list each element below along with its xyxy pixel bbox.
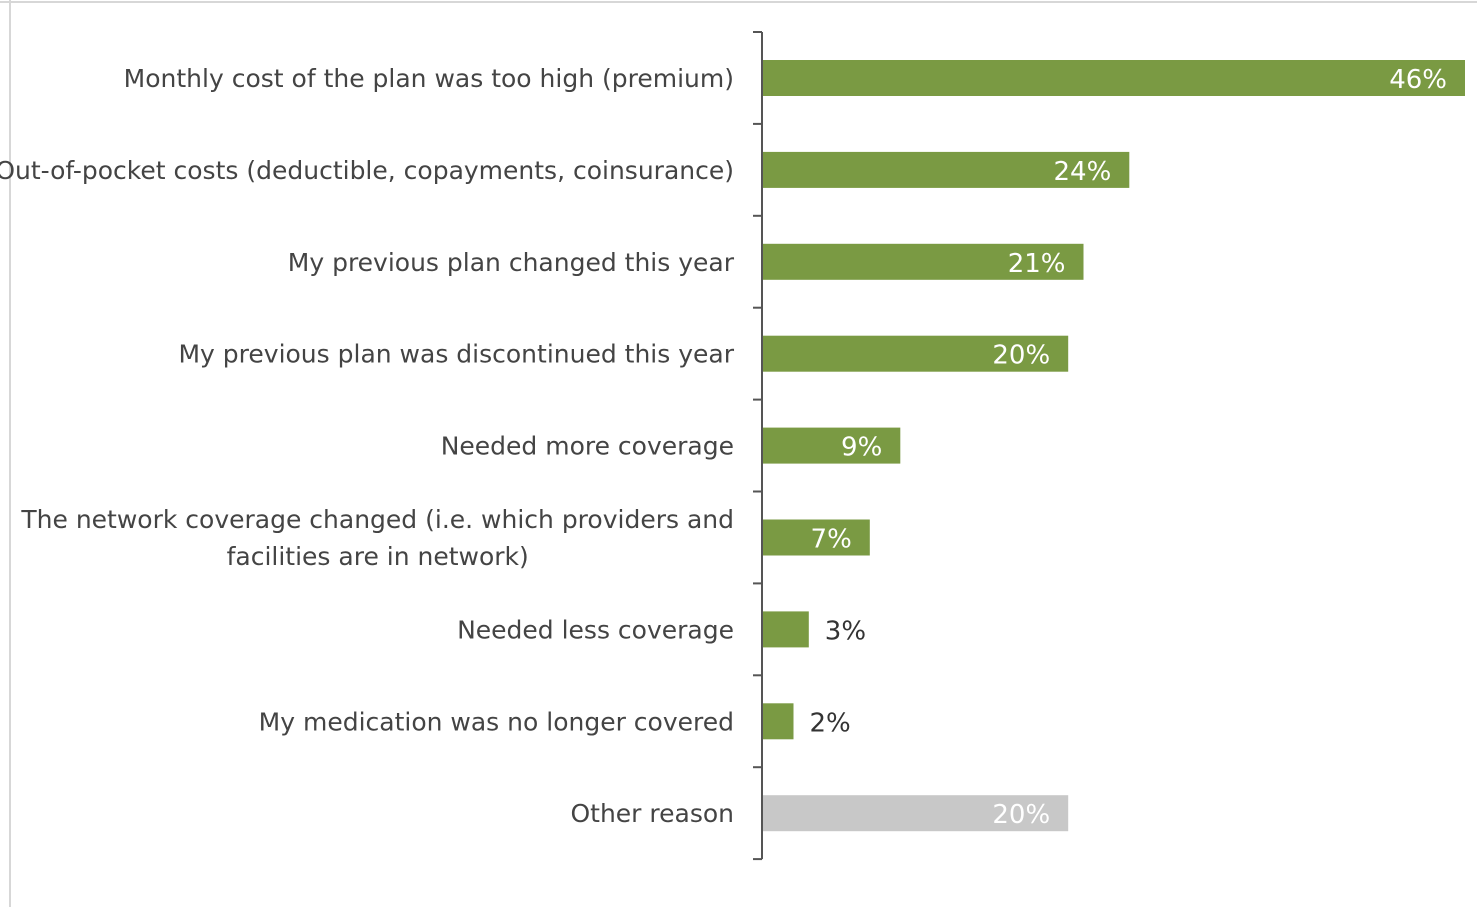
value-label: 21% bbox=[1008, 249, 1066, 279]
bar bbox=[763, 795, 1069, 832]
bar bbox=[763, 611, 809, 648]
category-labels-group: Monthly cost of the plan was too high (p… bbox=[0, 64, 735, 828]
bar bbox=[763, 335, 1069, 372]
category-label: Out-of-pocket costs (deductible, copayme… bbox=[0, 156, 734, 185]
bars-group bbox=[763, 60, 1465, 832]
value-label: 7% bbox=[811, 525, 852, 555]
bar bbox=[763, 519, 870, 556]
bar bbox=[763, 60, 1465, 96]
value-label: 46% bbox=[1389, 65, 1447, 95]
category-label: Needed more coverage bbox=[441, 432, 734, 461]
category-label: My medication was no longer covered bbox=[259, 707, 734, 736]
value-label: 20% bbox=[992, 800, 1050, 830]
bar bbox=[763, 703, 794, 740]
bar bbox=[763, 427, 901, 464]
value-label: 24% bbox=[1054, 157, 1112, 187]
category-label: My previous plan changed this year bbox=[288, 248, 735, 277]
bar bbox=[763, 151, 1130, 188]
category-label: My previous plan was discontinued this y… bbox=[178, 340, 734, 369]
bar bbox=[763, 243, 1084, 280]
category-label: The network coverage changed (i.e. which… bbox=[20, 505, 734, 571]
category-label: Monthly cost of the plan was too high (p… bbox=[124, 64, 734, 93]
value-label: 3% bbox=[825, 616, 866, 646]
value-label: 2% bbox=[810, 708, 851, 738]
category-label: Needed less coverage bbox=[457, 615, 734, 644]
value-label: 20% bbox=[992, 341, 1050, 371]
value-labels-group: 46% 24% 21% 20% 9% 7% 3% 2% 20% bbox=[810, 65, 1448, 830]
value-label: 9% bbox=[841, 433, 882, 463]
y-axis-ticks-group bbox=[753, 31, 762, 861]
category-label: Other reason bbox=[570, 799, 734, 828]
